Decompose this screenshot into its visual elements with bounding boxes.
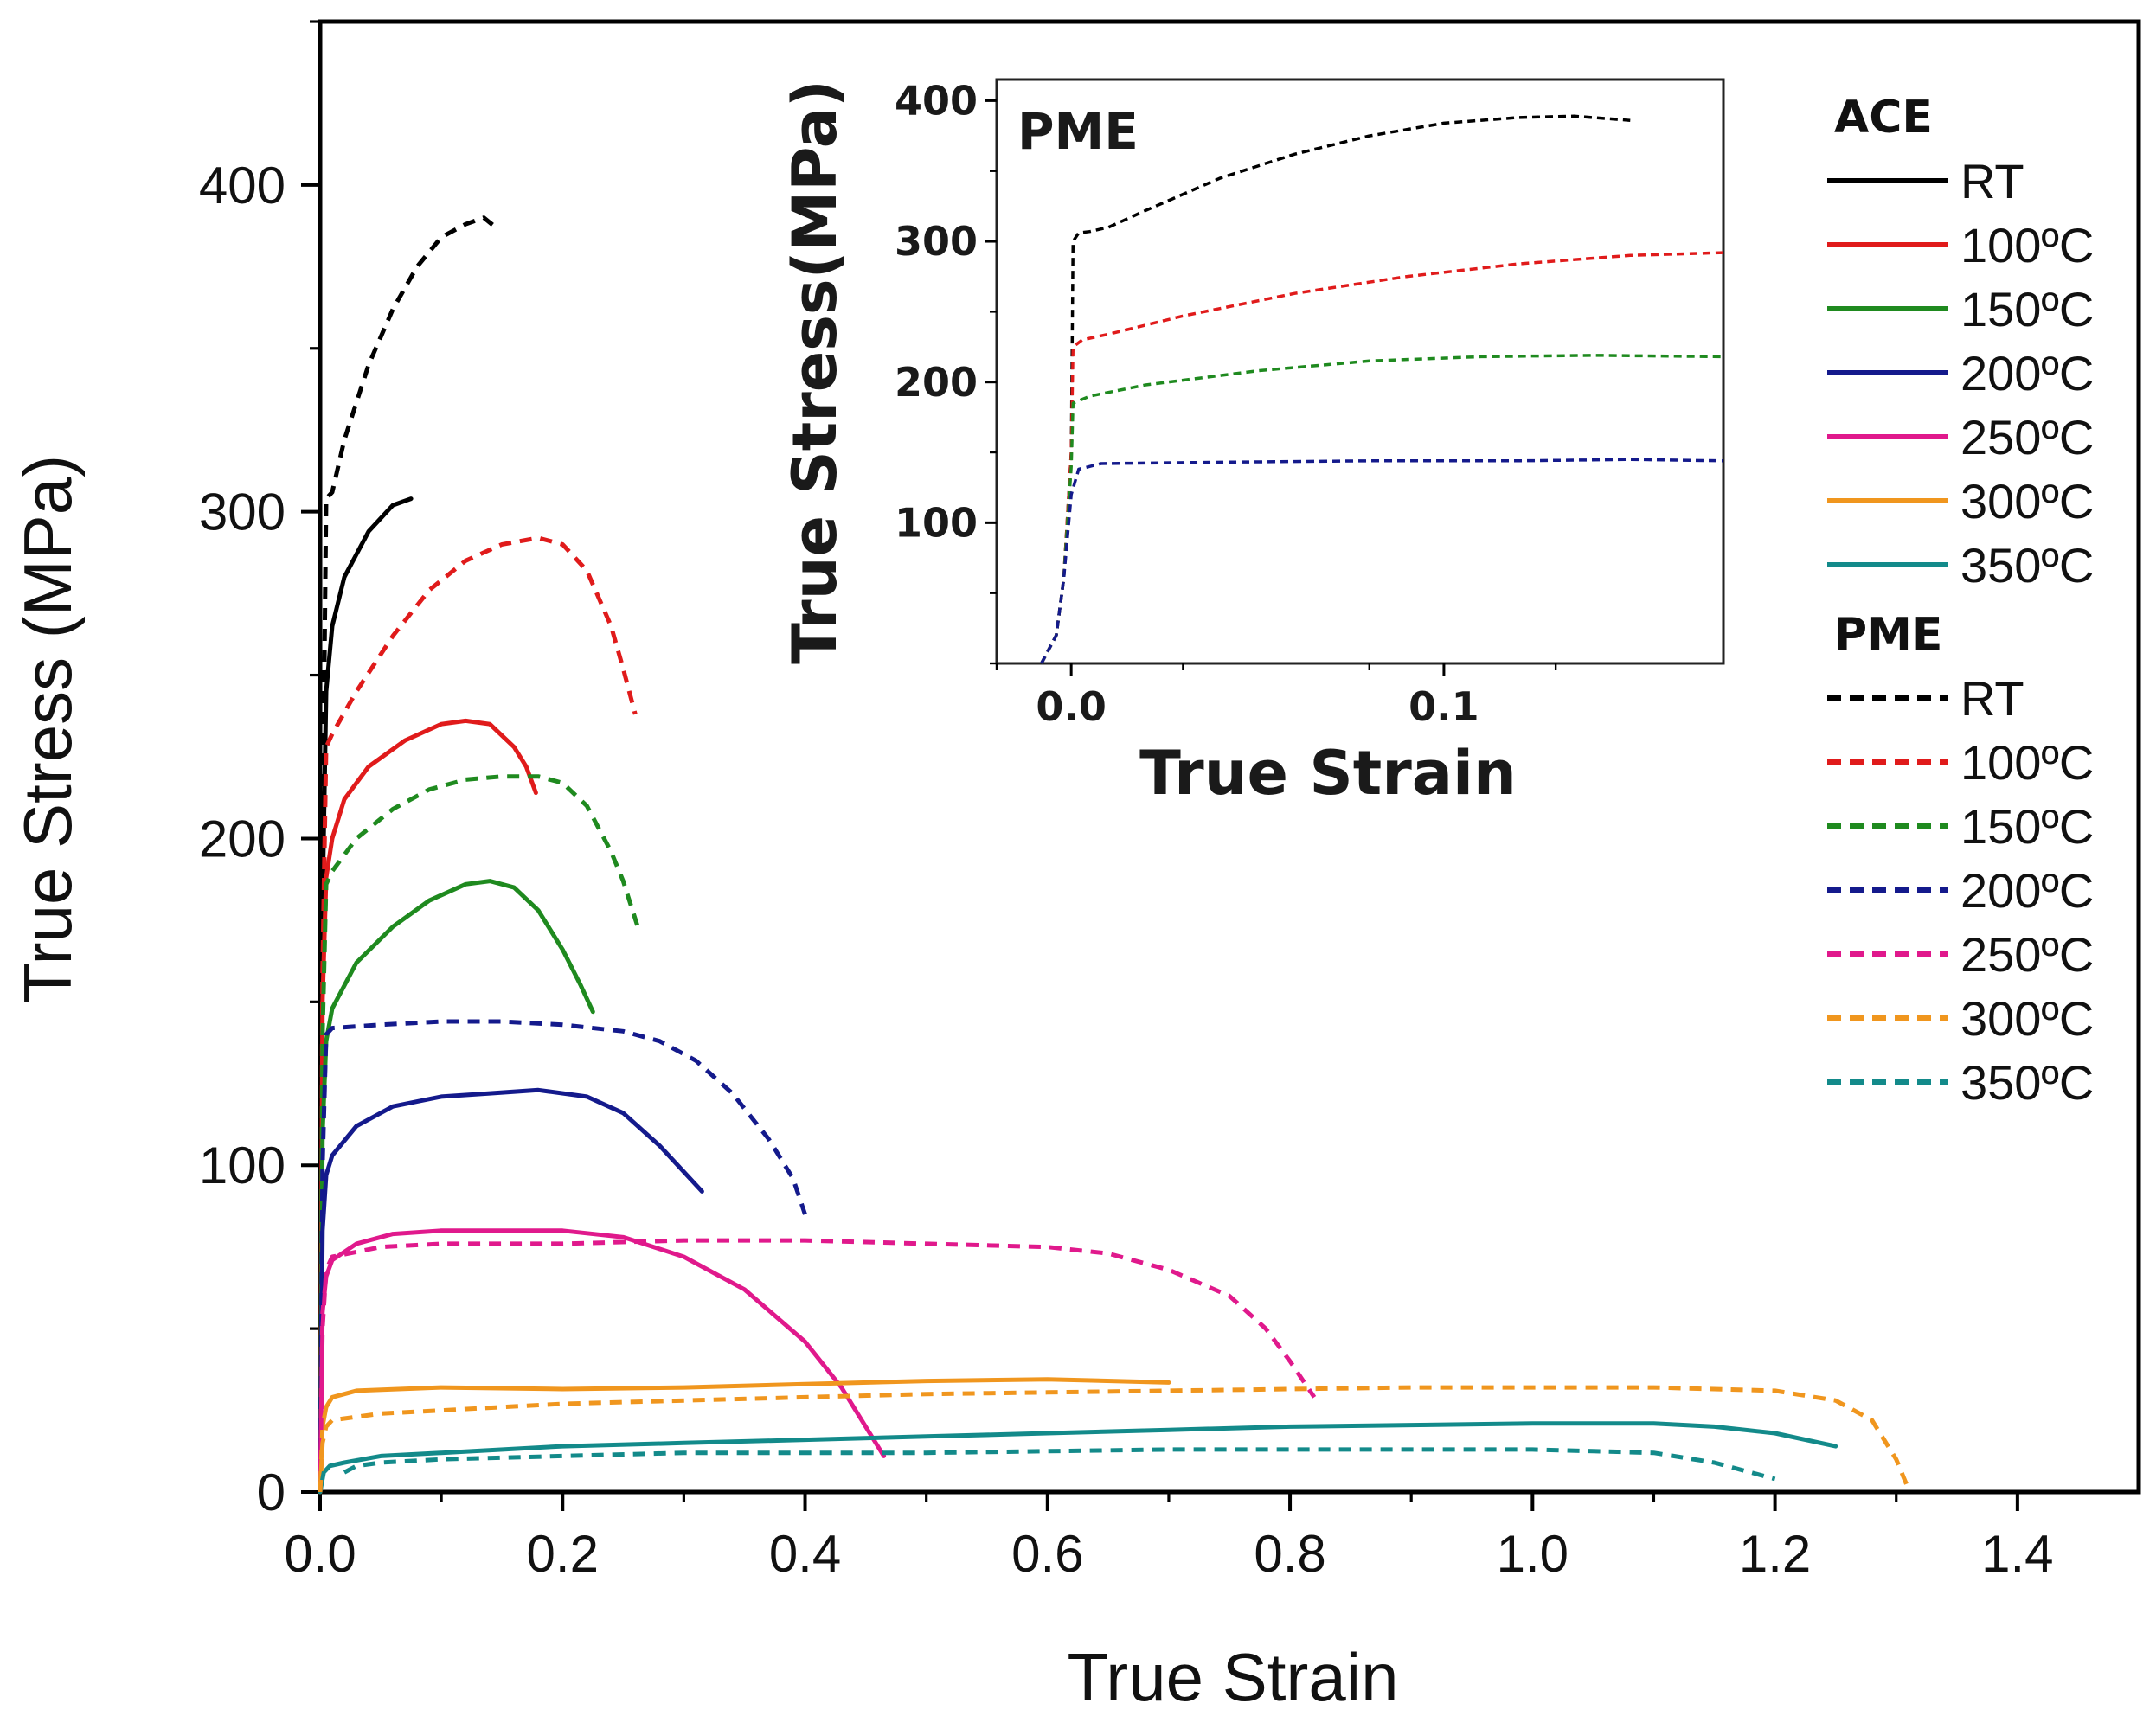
main-x-tick-label: 0.4 bbox=[769, 1525, 841, 1583]
legend-label-ace-350c: 350ºC bbox=[1960, 538, 2094, 592]
main-series-ace-300c bbox=[318, 1377, 1171, 1495]
legend-label-ace-100c: 100ºC bbox=[1960, 218, 2094, 272]
main-series-pme-rt bbox=[318, 215, 497, 1493]
legend-label-pme-250c: 250ºC bbox=[1960, 927, 2094, 982]
inset-series-pme-rt bbox=[1040, 114, 1631, 664]
main-series-pme-250c bbox=[318, 1238, 1317, 1493]
main-y-tick-label: 300 bbox=[199, 483, 286, 541]
inset-y-tick-label: 200 bbox=[895, 359, 978, 406]
main-series-pme-100c bbox=[318, 535, 638, 1493]
inset-series-pme-200c bbox=[1040, 458, 1724, 664]
inset-series-group bbox=[1040, 114, 1724, 664]
inset-x-tick-label: 0.1 bbox=[1408, 683, 1479, 730]
main-x-axis-title: True Strain bbox=[1068, 1639, 1399, 1715]
main-x-tick-label: 1.4 bbox=[1981, 1525, 2053, 1583]
inset-y-tick-label: 400 bbox=[895, 77, 978, 124]
main-series-ace-150c bbox=[318, 879, 595, 1495]
legend-group-title-pme: PME bbox=[1834, 609, 1942, 661]
legend-label-pme-350c: 350ºC bbox=[1960, 1055, 2094, 1110]
main-axis-ticks: 0.0 0.2 0.4 0.6 0.8 1.0 1.2 1.4 0 100 200 300 400 bbox=[199, 20, 2054, 1583]
legend: ACE RT 100ºC 150ºC 200ºC 250ºC 300ºC 350ºC PME RT… bbox=[1827, 92, 2094, 1110]
inset-x-tick-label: 0.0 bbox=[1036, 683, 1107, 730]
main-series-pme-300c bbox=[318, 1385, 1911, 1493]
main-x-tick-label: 1.2 bbox=[1739, 1525, 1811, 1583]
legend-group-title-ace: ACE bbox=[1834, 92, 1933, 144]
main-y-axis-title: True Stress (MPa) bbox=[10, 455, 86, 1003]
main-plot-frame bbox=[318, 19, 2141, 1495]
main-series-ace-250c bbox=[318, 1228, 887, 1495]
main-series-pme-200c bbox=[318, 1019, 807, 1493]
legend-label-pme-100c: 100ºC bbox=[1960, 735, 2094, 790]
legend-label-pme-300c: 300ºC bbox=[1960, 991, 2094, 1046]
inset-y-axis-title: True Stress(MPa) bbox=[780, 80, 850, 664]
main-series-ace-200c bbox=[318, 1087, 704, 1495]
main-series-group bbox=[318, 215, 1911, 1495]
legend-label-ace-200c: 200ºC bbox=[1960, 346, 2094, 400]
inset-x-axis-title: True Strain bbox=[1139, 738, 1517, 809]
inset-y-tick-label: 100 bbox=[895, 499, 978, 546]
main-series-pme-150c bbox=[318, 774, 640, 1493]
main-x-tick-label: 0.6 bbox=[1011, 1525, 1083, 1583]
main-plot-area: 0.0 0.2 0.4 0.6 0.8 1.0 1.2 1.4 0 100 200 300 400 bbox=[199, 19, 2141, 1583]
inset-title: PME bbox=[1017, 102, 1139, 161]
main-y-tick-label: 400 bbox=[199, 157, 286, 215]
legend-label-ace-150c: 150ºC bbox=[1960, 282, 2094, 336]
legend-label-pme-rt: RT bbox=[1960, 671, 2024, 726]
main-y-tick-label: 100 bbox=[199, 1137, 286, 1194]
main-x-tick-label: 0.2 bbox=[527, 1525, 599, 1583]
legend-label-ace-300c: 300ºC bbox=[1960, 474, 2094, 528]
main-y-tick-label: 200 bbox=[199, 810, 286, 868]
main-y-tick-label: 0 bbox=[257, 1463, 286, 1521]
main-x-tick-label: 0.0 bbox=[284, 1525, 356, 1583]
inset-plot-frame bbox=[995, 78, 1725, 665]
legend-label-pme-200c: 200ºC bbox=[1960, 863, 2094, 918]
main-series-pme-350c bbox=[343, 1447, 1776, 1482]
main-x-tick-label: 1.0 bbox=[1497, 1525, 1569, 1583]
inset-plot-area: 0.0 0.1 100 200 300 400 PME bbox=[895, 77, 1725, 730]
inset-y-tick-label: 300 bbox=[895, 218, 978, 265]
inset-axis-ticks: 0.0 0.1 100 200 300 400 bbox=[895, 77, 1557, 730]
legend-label-ace-250c: 250ºC bbox=[1960, 410, 2094, 464]
main-series-ace-100c bbox=[318, 718, 538, 1495]
legend-label-ace-rt: RT bbox=[1960, 154, 2024, 208]
main-series-ace-350c bbox=[318, 1421, 1838, 1495]
main-x-tick-label: 0.8 bbox=[1254, 1525, 1325, 1583]
legend-label-pme-150c: 150ºC bbox=[1960, 799, 2094, 854]
